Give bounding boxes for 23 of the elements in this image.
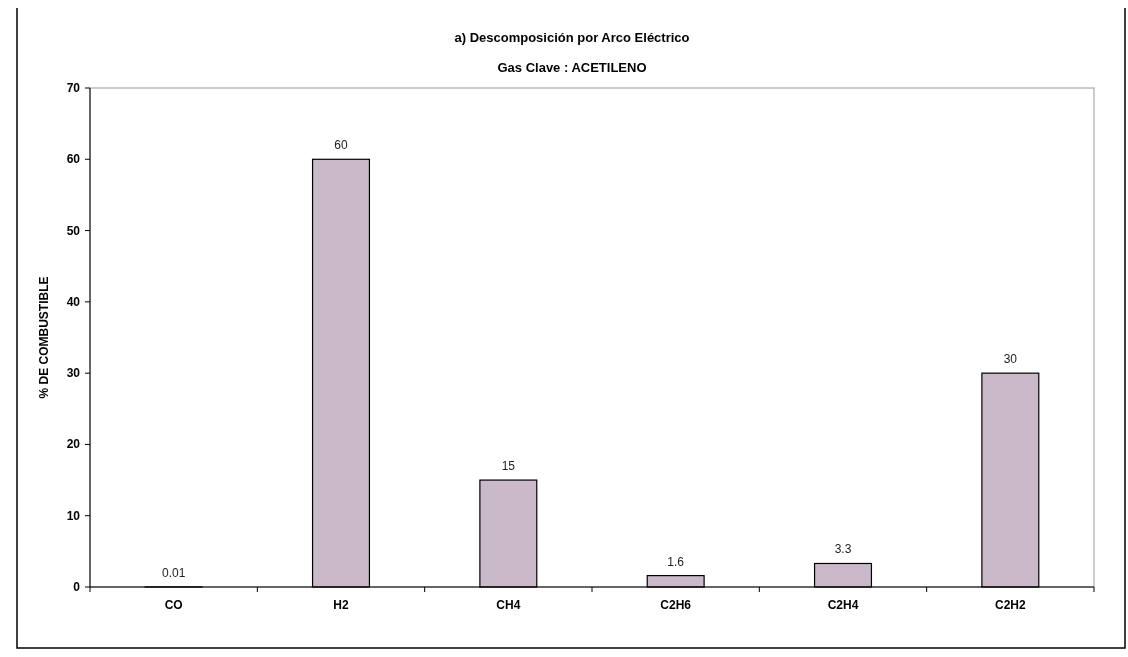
x-tick-label: CO (164, 598, 183, 612)
y-tick-label: 0 (73, 580, 81, 594)
chart-title: a) Descomposición por Arco Eléctrico (454, 30, 690, 45)
y-tick-label: 30 (66, 366, 81, 381)
data-label: 60 (334, 138, 348, 153)
x-tick-label: C2H2 (994, 598, 1026, 612)
y-tick-label: 70 (66, 81, 81, 95)
chart-subtitle: Gas Clave : ACETILENO (497, 60, 647, 75)
data-label: 30 (1003, 352, 1018, 367)
data-label: 15 (501, 459, 516, 474)
data-label: 1.6 (667, 554, 685, 569)
x-tick-label: CH4 (496, 598, 521, 612)
y-tick-label: 50 (66, 223, 81, 238)
y-axis-title: % DE COMBUSTIBLE (37, 276, 51, 399)
x-tick-label: C2H6 (660, 598, 692, 612)
x-tick-label: C2H4 (827, 598, 859, 612)
data-label: 3.3 (834, 542, 852, 557)
y-tick-label: 10 (66, 508, 81, 523)
y-tick-label: 40 (66, 294, 81, 309)
y-tick-label: 60 (66, 152, 81, 167)
y-tick-label: 20 (66, 437, 81, 452)
data-label: 0.01 (161, 565, 186, 580)
x-tick-label: H2 (333, 598, 349, 612)
